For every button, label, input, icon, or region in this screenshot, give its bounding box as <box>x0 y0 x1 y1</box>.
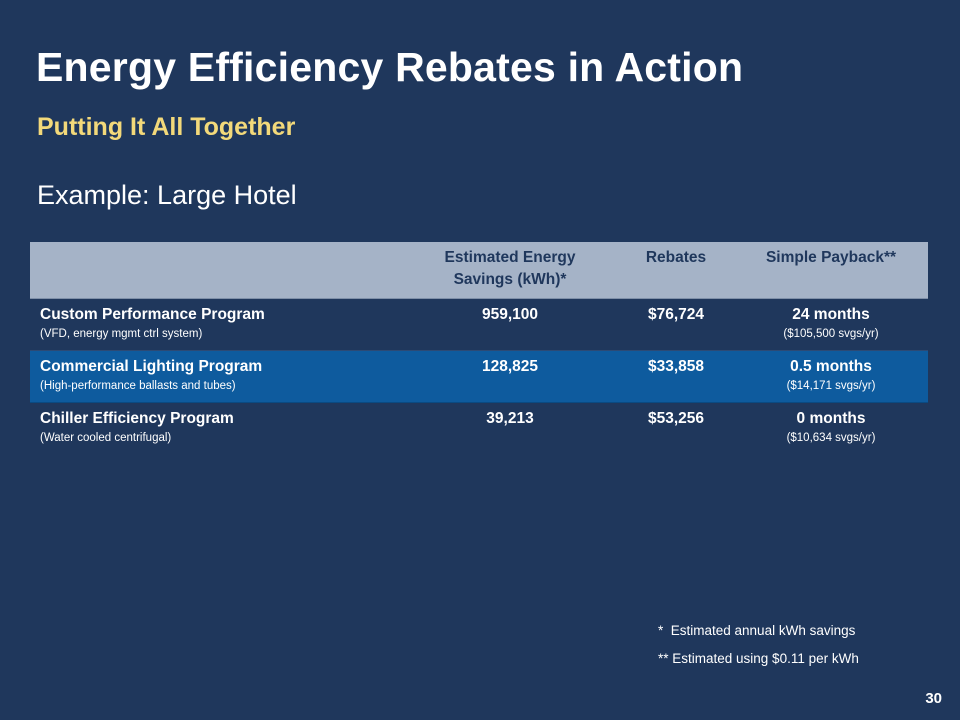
footnotes: * Estimated annual kWh savings ** Estima… <box>658 617 859 673</box>
footnote-2: ** Estimated using $0.11 per kWh <box>658 651 859 666</box>
page-number: 30 <box>925 690 942 707</box>
table-row: Commercial Lighting Program (High-perfor… <box>30 351 928 403</box>
table-row: Custom Performance Program (VFD, energy … <box>30 299 928 351</box>
payback-savings: ($14,171 svgs/yr) <box>786 380 876 392</box>
payback-value: 0 months <box>796 410 866 427</box>
savings-value: 959,100 <box>481 306 539 323</box>
program-name: Commercial Lighting Program <box>40 358 263 375</box>
example-heading: Example: Large Hotel <box>37 180 297 210</box>
rebates-value: $33,858 <box>647 358 705 375</box>
program-desc: (VFD, energy mgmt ctrl system) <box>40 328 203 340</box>
payback-value: 0.5 months <box>790 358 872 375</box>
table-row: Chiller Efficiency Program (Water cooled… <box>30 403 928 454</box>
header-rebates: Rebates <box>645 249 707 266</box>
table-header-row: Estimated Energy Savings (kWh)* Rebates … <box>30 242 928 299</box>
savings-value: 39,213 <box>486 410 534 427</box>
slide-subtitle: Putting It All Together <box>37 113 296 141</box>
rebates-table: Estimated Energy Savings (kWh)* Rebates … <box>30 242 928 454</box>
slide-title: Energy Efficiency Rebates in Action <box>36 44 744 90</box>
header-savings: Estimated Energy Savings (kWh)* <box>444 249 576 288</box>
footnote-1: * Estimated annual kWh savings <box>658 623 856 638</box>
rebates-value: $53,256 <box>647 410 705 427</box>
header-payback: Simple Payback** <box>765 249 897 266</box>
rebates-value: $76,724 <box>647 306 705 323</box>
payback-value: 24 months <box>792 306 870 323</box>
program-name: Chiller Efficiency Program <box>40 410 234 427</box>
savings-value: 128,825 <box>481 358 539 375</box>
payback-savings: ($10,634 svgs/yr) <box>786 432 876 444</box>
program-desc: (Water cooled centrifugal) <box>40 432 172 444</box>
program-name: Custom Performance Program <box>40 306 265 323</box>
program-desc: (High-performance ballasts and tubes) <box>40 380 236 392</box>
payback-savings: ($105,500 svgs/yr) <box>783 328 879 340</box>
